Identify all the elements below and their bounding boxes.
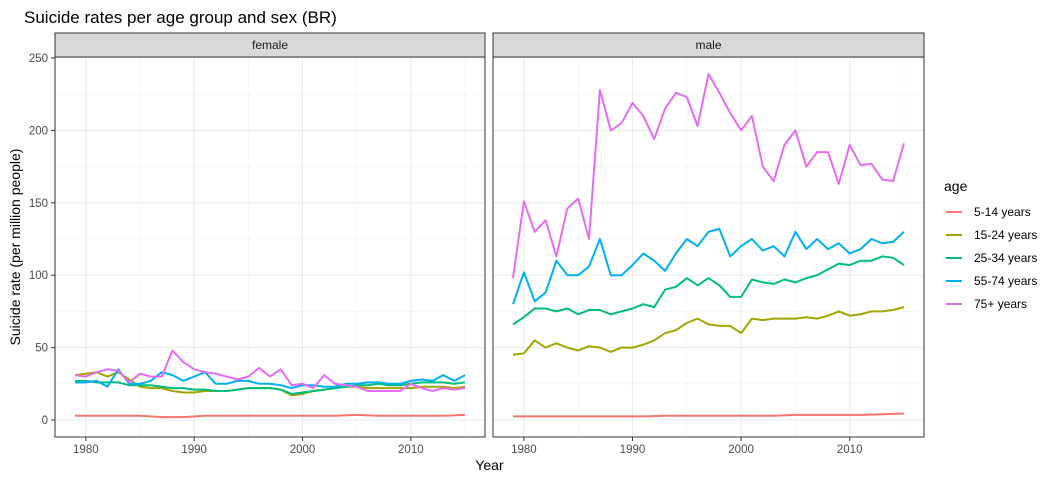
x-tick-label: 2000: [290, 444, 316, 456]
series-line-female-75-years: [74, 349, 466, 392]
legend-label: 55-74 years: [974, 274, 1037, 288]
legend-label: 75+ years: [974, 297, 1027, 311]
series-line-male-75-years: [512, 72, 905, 279]
y-tick-label: 0: [42, 415, 48, 427]
facet-label: male: [695, 38, 721, 52]
series-line-female-5-14-years: [75, 413, 466, 419]
series-line-female-25-34-years: [75, 379, 466, 395]
panel-background: [55, 57, 485, 437]
facet-label: female: [252, 38, 288, 52]
x-tick-label: 1980: [73, 444, 99, 456]
x-tick-label: 2010: [837, 444, 863, 456]
x-tick-label: 1990: [181, 444, 207, 456]
series-line-male-55-74-years: [512, 227, 905, 305]
x-tick-label: 1980: [511, 444, 537, 456]
chart-title: Suicide rates per age group and sex (BR): [24, 8, 337, 27]
series-line-male-15-24-years: [512, 306, 905, 356]
legend-label: 15-24 years: [974, 228, 1037, 242]
y-tick-label: 150: [29, 198, 48, 210]
legend-label: 5-14 years: [974, 205, 1031, 219]
series-line-male-25-34-years: [512, 255, 905, 326]
y-tick-label: 250: [29, 53, 48, 65]
facet-strip: [54, 32, 486, 58]
x-tick-label: 2010: [398, 444, 424, 456]
panel-border: [492, 56, 925, 438]
series-line-female-55-74-years: [75, 368, 466, 390]
y-axis-title: Suicide rate (per million people): [7, 149, 23, 346]
panel-border: [54, 56, 486, 438]
x-tick-label: 1990: [620, 444, 646, 456]
panel-background: [493, 57, 924, 437]
x-axis-title: Year: [475, 457, 504, 473]
x-tick-label: 2000: [728, 444, 754, 456]
y-tick-label: 200: [29, 125, 48, 137]
series-line-male-5-14-years: [513, 412, 905, 418]
y-tick-label: 100: [29, 270, 48, 282]
y-tick-label: 50: [35, 343, 48, 355]
legend-label: 25-34 years: [974, 251, 1037, 265]
legend-title: age: [944, 178, 968, 194]
